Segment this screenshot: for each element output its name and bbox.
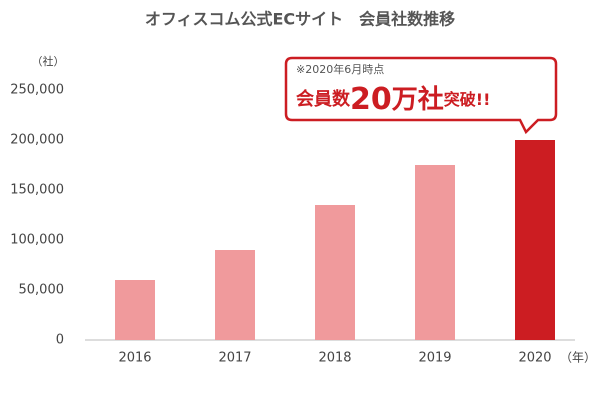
chart-title: オフィスコム公式ECサイト 会員社数推移 [145, 10, 455, 29]
callout-box [284, 56, 558, 135]
bar [415, 165, 455, 340]
y-tick-label: 250,000 [10, 83, 64, 98]
callout-text: 会員数20万社突破!! [296, 82, 490, 117]
y-tick-label: 50,000 [19, 283, 65, 298]
x-tick-label: 2018 [318, 351, 351, 366]
x-tick-label: 2016 [118, 351, 151, 366]
bar [315, 205, 355, 340]
x-tick-label: 2020 [518, 351, 551, 366]
callout-part: 20 [350, 82, 392, 117]
callout: ※2020年6月時点 会員数20万社突破!! [284, 56, 558, 135]
x-tick-label: 2019 [418, 351, 451, 366]
bar [115, 280, 155, 340]
callout-note: ※2020年6月時点 [296, 62, 384, 76]
x-unit: （年） [560, 351, 596, 365]
y-tick-label: 200,000 [10, 133, 64, 148]
bar [515, 140, 555, 340]
x-tick-label: 2017 [218, 351, 251, 366]
callout-part: 会員数 [296, 88, 351, 110]
y-tick-label: 0 [56, 333, 64, 348]
bar [215, 250, 255, 340]
y-tick-label: 100,000 [10, 233, 64, 248]
callout-part: 万社 [392, 84, 444, 115]
y-unit: （社） [32, 54, 65, 68]
y-tick-label: 150,000 [10, 183, 64, 198]
callout-part: 突破!! [444, 90, 491, 109]
